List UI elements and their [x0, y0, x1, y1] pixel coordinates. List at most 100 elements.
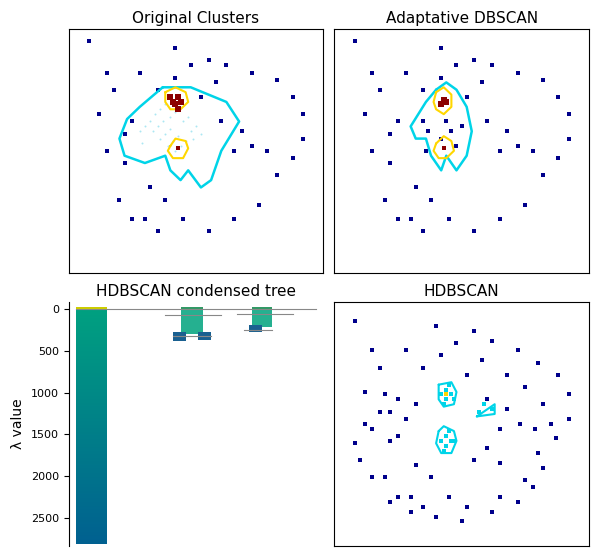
Point — [515, 419, 525, 428]
Point — [446, 436, 456, 445]
Point — [153, 122, 163, 131]
Point — [495, 215, 505, 224]
Point — [554, 370, 563, 379]
Point — [444, 427, 454, 436]
Point — [393, 395, 403, 404]
Point — [155, 105, 165, 114]
Point — [554, 154, 563, 163]
Point — [166, 112, 175, 121]
Point — [487, 404, 497, 413]
Point — [110, 85, 119, 94]
Point — [564, 134, 574, 143]
Point — [272, 76, 282, 85]
Point — [168, 97, 178, 106]
Point — [538, 171, 548, 180]
Point — [411, 183, 421, 192]
Point — [350, 317, 359, 326]
Point — [470, 56, 479, 65]
Point — [442, 441, 451, 450]
Point — [406, 215, 415, 224]
Point — [444, 215, 454, 224]
Point — [442, 97, 451, 106]
Point — [186, 127, 196, 136]
Point — [170, 146, 180, 155]
Point — [436, 100, 446, 109]
Point — [419, 85, 428, 94]
Point — [470, 456, 479, 465]
Point — [513, 497, 523, 506]
Point — [406, 492, 415, 501]
Point — [102, 68, 112, 77]
Point — [196, 92, 206, 101]
Point — [155, 134, 165, 143]
Point — [115, 195, 124, 204]
Point — [135, 127, 145, 136]
Point — [554, 92, 563, 101]
Point — [166, 124, 175, 133]
Point — [135, 68, 145, 77]
Point — [150, 110, 160, 119]
Point — [477, 78, 487, 87]
Point — [442, 385, 451, 394]
Point — [436, 134, 446, 143]
Point — [444, 492, 454, 501]
Point — [528, 146, 538, 155]
Point — [298, 110, 308, 119]
Point — [401, 414, 410, 423]
Point — [439, 95, 449, 104]
Point — [442, 432, 451, 441]
Point — [355, 456, 365, 465]
Point — [457, 122, 466, 131]
Point — [375, 407, 385, 416]
Point — [137, 139, 147, 148]
Point — [166, 92, 175, 101]
Point — [188, 134, 198, 143]
Point — [153, 85, 163, 94]
Point — [424, 127, 433, 136]
Point — [503, 370, 512, 379]
Point — [411, 400, 421, 409]
Point — [385, 436, 395, 445]
Point — [442, 390, 451, 399]
Point — [442, 117, 451, 126]
Point — [163, 141, 173, 150]
Point — [385, 129, 395, 138]
Point — [439, 446, 449, 455]
Point — [160, 100, 170, 109]
Point — [380, 473, 390, 482]
Point — [94, 110, 104, 119]
Point — [229, 215, 239, 224]
Point — [520, 200, 530, 209]
Point — [495, 492, 505, 501]
Point — [170, 73, 180, 82]
Point — [487, 61, 497, 70]
Point — [503, 404, 512, 413]
Point — [419, 227, 428, 236]
Point — [168, 136, 178, 145]
Point — [375, 85, 385, 94]
Point — [530, 424, 540, 433]
Point — [254, 200, 264, 209]
Point — [204, 227, 214, 236]
Point — [176, 102, 185, 111]
Point — [411, 461, 421, 470]
Point — [178, 117, 188, 126]
Point — [173, 92, 183, 101]
Point — [503, 127, 512, 136]
Point — [406, 507, 415, 516]
Point — [375, 363, 385, 372]
Point — [439, 400, 449, 409]
Point — [272, 171, 282, 180]
Point — [221, 61, 231, 70]
Point — [495, 424, 505, 433]
Point — [237, 127, 247, 136]
Point — [217, 117, 226, 126]
Point — [173, 144, 183, 153]
Point — [479, 400, 489, 409]
Point — [120, 159, 130, 168]
Point — [520, 476, 530, 485]
Point — [436, 44, 446, 53]
Point — [470, 227, 479, 236]
Point — [229, 146, 239, 155]
Point — [191, 122, 200, 131]
